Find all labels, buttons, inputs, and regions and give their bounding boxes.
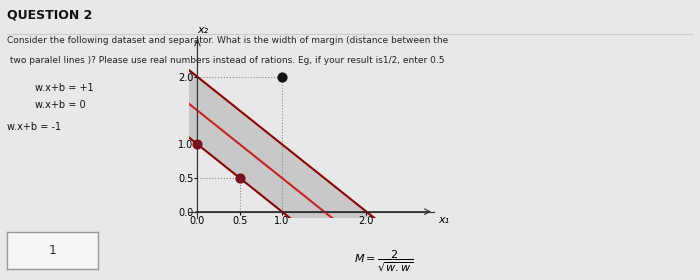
- Point: [234, 176, 245, 180]
- Point: [192, 142, 203, 146]
- Text: 1: 1: [48, 244, 57, 257]
- Text: two paralel lines )? Please use real numbers instead of rations. Eg, if your res: two paralel lines )? Please use real num…: [7, 56, 444, 65]
- Point: [276, 74, 288, 79]
- Text: x₁: x₁: [438, 215, 449, 225]
- Text: QUESTION 2: QUESTION 2: [7, 8, 92, 21]
- Text: w.x+b = 0: w.x+b = 0: [35, 100, 85, 110]
- Text: $M = \dfrac{2}{\sqrt{w.w}}$: $M = \dfrac{2}{\sqrt{w.w}}$: [354, 249, 413, 274]
- Text: Consider the following dataset and separator. What is the width of margin (dista: Consider the following dataset and separ…: [7, 36, 448, 45]
- Text: x₂: x₂: [197, 25, 208, 35]
- Text: w.x+b = +1: w.x+b = +1: [35, 83, 94, 93]
- Text: w.x+b = -1: w.x+b = -1: [7, 122, 61, 132]
